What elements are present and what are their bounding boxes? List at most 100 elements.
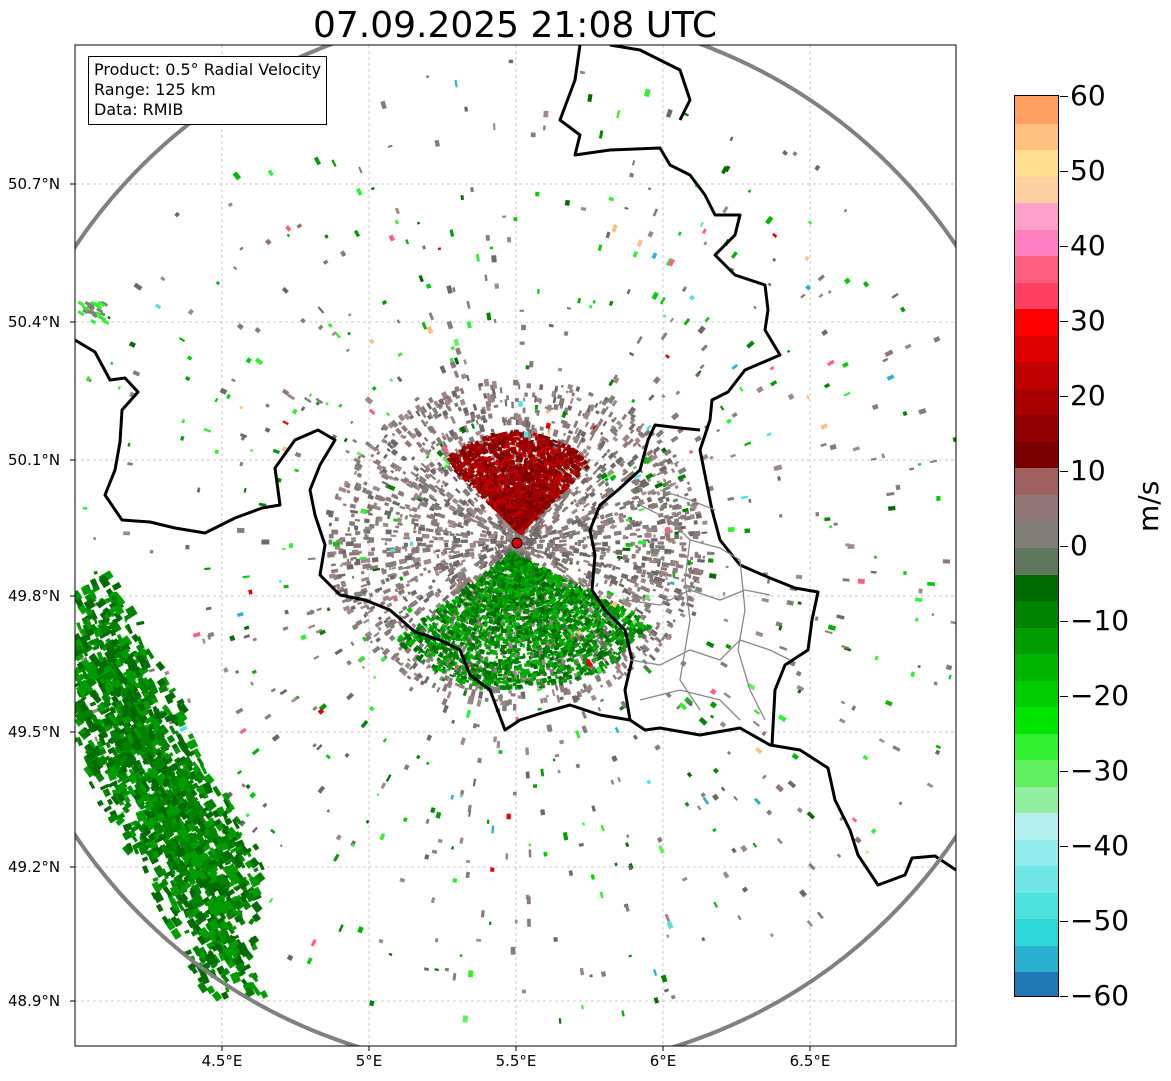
echo-cell: [419, 524, 426, 528]
echo-cell: [694, 511, 701, 515]
echo-cell: [542, 534, 548, 539]
echo-cell: [567, 383, 574, 390]
echo-cell: [413, 525, 417, 530]
echo-cell: [363, 518, 370, 524]
echo-cell: [594, 402, 599, 408]
echo-cell: [569, 397, 574, 405]
echo-cell: [475, 419, 479, 425]
echo-cell: [403, 476, 410, 482]
echo-cell: [631, 553, 636, 559]
echo-cell: [398, 558, 408, 565]
echo-cell: [600, 407, 608, 416]
echo-cell: [400, 424, 408, 433]
echo-cell: [585, 458, 592, 466]
echo-cell: [650, 548, 659, 554]
echo-cell: [485, 547, 494, 553]
echo-cell: [623, 657, 628, 663]
echo-cell: [372, 485, 381, 492]
echo-cell: [426, 414, 433, 421]
echo-cell: [607, 546, 611, 549]
echo-cell: [561, 506, 569, 513]
echo-cell: [523, 545, 531, 551]
echo-cell: [512, 504, 519, 510]
echo-cell: [678, 553, 685, 557]
echo-cell: [518, 437, 521, 443]
echo-cell: [515, 494, 519, 497]
echo-cell: [338, 549, 343, 554]
echo-cell: [483, 393, 488, 399]
echo-cell: [674, 484, 679, 490]
echo-cell: [526, 383, 532, 389]
echo-cell: [551, 420, 556, 424]
echo-cell: [504, 399, 508, 407]
echo-cell: [681, 578, 685, 583]
echo-cell: [582, 546, 586, 550]
echo-cell: [436, 478, 441, 484]
echo-cell: [459, 398, 466, 406]
echo-cell: [395, 511, 401, 516]
echo-cell: [459, 387, 465, 395]
echo-cell: [431, 579, 436, 584]
echo-cell: [680, 536, 683, 540]
echo-cell: [384, 502, 390, 507]
echo-cell: [455, 533, 461, 537]
echo-cell: [561, 524, 569, 532]
echo-cell: [594, 542, 602, 545]
echo-cell: [640, 577, 647, 584]
echo-cell: [577, 410, 583, 417]
echo-cell: [648, 654, 656, 661]
echo-cell: [436, 512, 446, 519]
echo-cell: [507, 699, 512, 705]
echo-cell: [679, 542, 687, 546]
echo-cell: [404, 515, 409, 520]
echo-cell: [688, 569, 693, 574]
echo-cell: [639, 645, 645, 651]
echo-cell: [615, 566, 621, 570]
echo-cell: [614, 501, 621, 507]
echo-cell: [328, 522, 332, 527]
echo-cell: [435, 562, 443, 567]
echo-cell: [367, 551, 375, 557]
echo-cell: [615, 549, 623, 555]
echo-cell: [390, 469, 395, 474]
echo-cell: [510, 693, 516, 697]
echo-cell: [528, 540, 535, 547]
echo-cell: [519, 457, 523, 463]
echo-cell: [423, 449, 431, 457]
echo-cell: [521, 473, 527, 479]
echo-cell: [587, 391, 594, 398]
echo-cell: [696, 580, 700, 584]
echo-cell: [364, 611, 369, 617]
echo-cell: [385, 538, 392, 542]
echo-cell: [363, 481, 368, 486]
echo-cell: [679, 612, 686, 618]
echo-cell: [509, 473, 513, 478]
echo-cell: [427, 584, 434, 590]
echo-cell: [487, 413, 493, 419]
echo-cell: [353, 543, 361, 549]
echo-cell: [528, 442, 533, 448]
echo-cell: [436, 553, 440, 559]
echo-cell: [524, 392, 528, 397]
echo-cell: [482, 538, 490, 542]
echo-cell: [609, 462, 617, 469]
echo-cell: [658, 465, 668, 473]
echo-cell: [390, 448, 399, 457]
echo-cell: [641, 569, 647, 575]
echo-cell: [381, 538, 386, 541]
echo-cell: [524, 553, 533, 563]
echo-cell: [426, 402, 433, 410]
echo-cell: [542, 697, 548, 704]
echo-cell: [413, 522, 419, 527]
echo-cell: [356, 472, 363, 478]
echo-cell: [524, 470, 529, 475]
echo-cell: [537, 549, 544, 554]
echo-cell: [441, 432, 445, 436]
echo-cell: [694, 554, 702, 559]
echo-cell: [391, 554, 394, 558]
echo-cell: [348, 521, 356, 527]
echo-cell: [522, 441, 528, 447]
echo-cell: [512, 451, 517, 454]
echo-cell: [516, 455, 519, 460]
echo-cell: [421, 533, 430, 539]
